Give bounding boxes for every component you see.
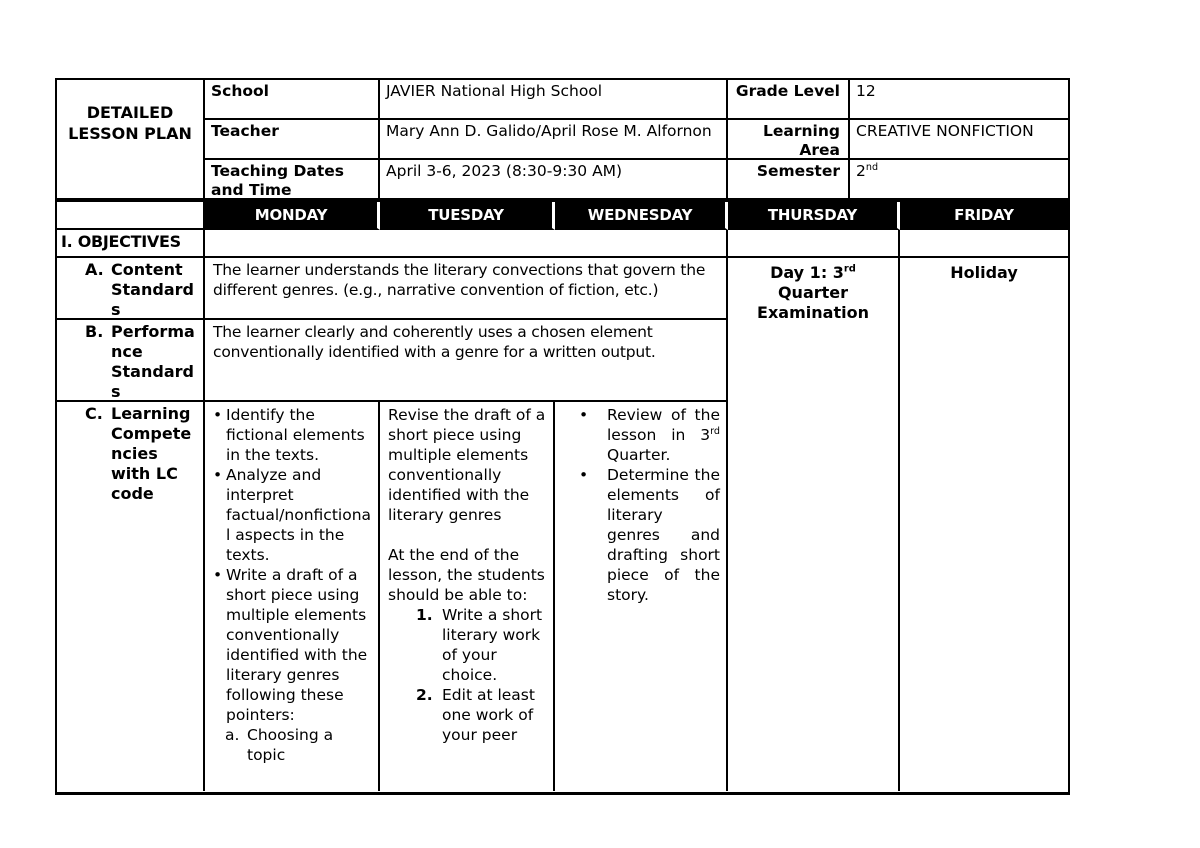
grade-level-label: Grade Level <box>728 80 850 120</box>
learning-area-label: Learning Area <box>728 120 850 160</box>
tuesday-paragraph-2: At the end of the lesson, the students s… <box>388 546 545 604</box>
wednesday-bullet-2: • Determine the elements of literary gen… <box>561 465 720 605</box>
learning-area-value: CREATIVE NONFICTION <box>850 120 1068 160</box>
day-header-wednesday: WEDNESDAY <box>555 202 728 230</box>
monday-subitem-a-marker: a. <box>225 726 240 744</box>
page-title: DETAILED LESSON PLAN <box>57 80 205 198</box>
thursday-exam-note-text: Day 1: 3 <box>770 263 844 282</box>
wednesday-bullet-2-text: Determine the elements of literary genre… <box>607 466 720 604</box>
day-header-tuesday: TUESDAY <box>380 202 555 230</box>
teacher-label: Teacher <box>205 120 380 160</box>
performance-standards-text: The learner clearly and coherently uses … <box>205 320 728 402</box>
monday-bullet-3: • Write a draft of a short piece using m… <box>213 565 372 725</box>
school-label: School <box>205 80 380 120</box>
content-standards-text: The learner understands the literary con… <box>205 258 728 320</box>
semester-value-ordinal: nd <box>865 161 879 173</box>
monday-bullet-3-text: Write a draft of a short piece using mul… <box>226 566 368 724</box>
thursday-exam-note-ordinal: rd <box>843 263 856 275</box>
wednesday-bullet-1: • Review of the lesson in 3rd Quarter. <box>561 405 720 465</box>
weekly-plan-table: MONDAY TUESDAY WEDNESDAY THURSDAY FRIDAY… <box>55 200 1070 795</box>
semester-value: 2nd <box>850 160 1068 198</box>
objectives-friday-empty-cell <box>900 230 1068 258</box>
content-standards-label-text: Content Standards <box>111 260 194 319</box>
learning-competencies-label: C. Learning Competencies with LC code <box>57 402 205 791</box>
performance-standards-label-text: Performance Standards <box>111 322 195 401</box>
tuesday-item-2-number: 2. <box>416 686 433 704</box>
teaching-dates-label: Teaching Dates and Time <box>205 160 380 198</box>
monday-bullet-2: • Analyze and interpret factual/nonficti… <box>213 465 372 565</box>
monday-bullet-2-text: Analyze and interpret factual/nonfiction… <box>226 466 372 564</box>
bullet-icon: • <box>213 406 223 424</box>
bullet-icon: • <box>213 466 223 484</box>
semester-label: Semester <box>728 160 850 198</box>
objectives-section-label: I. OBJECTIVES <box>57 230 205 258</box>
bullet-icon: • <box>213 566 223 584</box>
tuesday-numbered-item-2: 2. Edit at least one work of your peer <box>388 685 547 745</box>
school-value: JAVIER National High School <box>380 80 728 120</box>
day-header-corner-cell <box>57 202 205 230</box>
semester-value-number: 2 <box>856 162 866 180</box>
lesson-plan-header-table: DETAILED LESSON PLAN School JAVIER Natio… <box>55 78 1070 200</box>
tuesday-item-1-text: Write a short literary work of your choi… <box>442 606 543 684</box>
day-header-friday: FRIDAY <box>900 202 1068 230</box>
day-header-monday: MONDAY <box>205 202 380 230</box>
friday-holiday-note: Holiday <box>950 263 1018 282</box>
bullet-icon: • <box>579 466 589 484</box>
monday-subitem-a: a. Choosing a topic <box>213 725 372 765</box>
tuesday-competencies-cell: Revise the draft of a short piece using … <box>380 402 555 791</box>
grade-level-value: 12 <box>850 80 1068 120</box>
monday-bullet-1-text: Identify the fictional elements in the t… <box>226 406 365 464</box>
wednesday-bullet-1-text: Review of the lesson in 3rd Quarter. <box>607 405 720 465</box>
thursday-exam-note-text-2: Quarter Examination <box>757 283 869 322</box>
objectives-empty-cell <box>205 230 728 258</box>
monday-bullet-1: • Identify the fictional elements in the… <box>213 405 372 465</box>
day-header-thursday: THURSDAY <box>728 202 900 230</box>
objectives-thursday-empty-cell <box>728 230 900 258</box>
learning-competencies-label-text: Learning Competencies with LC code <box>111 404 192 503</box>
thursday-exam-note: Day 1: 3rd Quarter Examination <box>728 258 900 791</box>
wednesday-bullet-1-pre: Review of the lesson in 3 <box>607 406 720 444</box>
tuesday-item-1-number: 1. <box>416 606 433 624</box>
wednesday-competencies-cell: • Review of the lesson in 3rd Quarter. •… <box>555 402 728 791</box>
monday-subitem-a-text: Choosing a topic <box>247 726 334 764</box>
tuesday-item-2-text: Edit at least one work of your peer <box>442 686 535 744</box>
bullet-icon: • <box>579 406 589 424</box>
performance-standards-label: B. Performance Standards <box>57 320 205 402</box>
teacher-value: Mary Ann D. Galido/April Rose M. Alforno… <box>380 120 728 160</box>
tuesday-numbered-item-1: 1. Write a short literary work of your c… <box>388 605 547 685</box>
monday-competencies-cell: • Identify the fictional elements in the… <box>205 402 380 791</box>
content-standards-label: A. Content Standards <box>57 258 205 320</box>
wednesday-bullet-1-post: Quarter. <box>607 446 671 464</box>
teaching-dates-value: April 3-6, 2023 (8:30-9:30 AM) <box>380 160 728 198</box>
content-standards-enum: A. <box>85 260 104 279</box>
performance-standards-enum: B. <box>85 322 104 341</box>
learning-competencies-enum: C. <box>85 404 103 423</box>
tuesday-paragraph-1: Revise the draft of a short piece using … <box>388 406 546 524</box>
wednesday-bullet-1-ordinal: rd <box>710 425 720 437</box>
